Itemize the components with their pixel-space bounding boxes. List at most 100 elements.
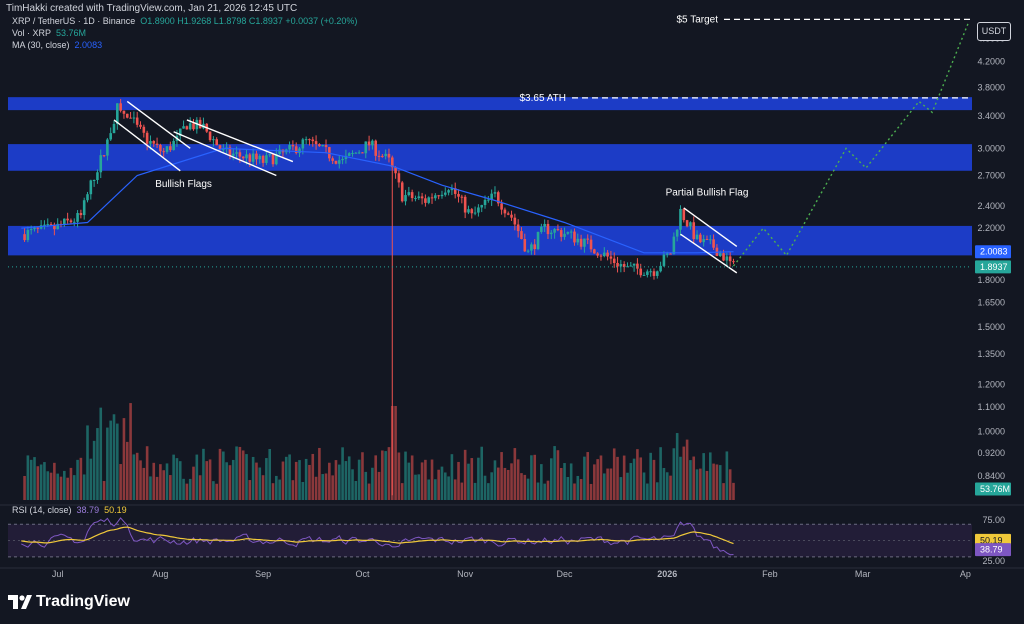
candle	[546, 220, 550, 239]
volume-bar	[205, 461, 209, 500]
candle-body	[410, 192, 414, 199]
volume-bar	[139, 460, 142, 500]
candle	[467, 205, 470, 215]
candle	[516, 219, 520, 238]
candle-body	[520, 231, 523, 240]
candle	[589, 235, 593, 253]
volume-bar	[434, 479, 437, 500]
volume-bar	[268, 449, 272, 500]
candle-body	[172, 141, 175, 151]
candle	[241, 156, 245, 161]
rsi-legend[interactable]: RSI (14, close) 38.79 50.19	[12, 505, 127, 515]
candle	[185, 125, 189, 130]
volume-bar	[728, 469, 732, 500]
candle-body	[404, 195, 407, 202]
candle	[361, 152, 364, 154]
candle	[692, 216, 696, 244]
candle	[626, 262, 629, 268]
brand-name: TradingView	[36, 593, 130, 610]
candle-body	[639, 268, 643, 276]
volume-bar	[520, 473, 523, 500]
candle-body	[695, 234, 699, 240]
candle-body	[712, 239, 715, 248]
rsi-tag-bg	[975, 543, 1011, 557]
candle	[63, 218, 66, 227]
candle	[520, 227, 523, 240]
volume-label: Vol · XRP	[12, 28, 52, 38]
volume-bar	[566, 476, 570, 500]
candle	[258, 154, 262, 164]
volume-bar	[483, 475, 487, 500]
candle-body	[434, 195, 437, 199]
candle	[394, 166, 397, 179]
symbol-legend[interactable]: XRP / TetherUS · 1D · Binance O1.8900 H1…	[12, 16, 357, 26]
candle	[460, 194, 464, 204]
candle-body	[122, 110, 126, 114]
volume-bar	[364, 471, 368, 500]
candle-body	[559, 230, 563, 237]
volume-bar	[321, 474, 325, 500]
ma-legend[interactable]: MA (30, close) 2.0083	[12, 40, 102, 50]
candle	[198, 117, 202, 129]
volume-legend[interactable]: Vol · XRP 53.76M	[12, 28, 86, 38]
volume-bar	[162, 470, 165, 500]
volume-bar	[725, 451, 729, 500]
candle	[132, 111, 136, 124]
candle-body	[208, 131, 212, 141]
x-axis-tick: Nov	[457, 569, 474, 579]
rsi-value: 38.79	[76, 505, 100, 515]
candle-body	[536, 232, 540, 250]
candle	[457, 189, 460, 203]
candle-body	[460, 196, 464, 198]
y-axis-tick: 3.0000	[977, 143, 1005, 153]
candle-body	[599, 255, 603, 257]
volume-bar	[437, 469, 440, 500]
volume-bar	[381, 450, 384, 500]
x-axis-tick: Oct	[355, 569, 370, 579]
volume-bar	[63, 470, 66, 500]
volume-bar	[669, 475, 672, 500]
candle-body	[589, 239, 593, 250]
candle-body	[79, 213, 83, 216]
candle-body	[394, 167, 397, 174]
volume-bar	[26, 455, 30, 500]
candle	[540, 223, 543, 234]
volume-bar	[463, 449, 467, 500]
candle-body	[351, 153, 354, 155]
candle-body	[437, 195, 440, 197]
candle	[102, 155, 106, 158]
candle	[96, 169, 99, 184]
volume-bar	[318, 447, 321, 500]
rsi-ma-tag-text: 50.19	[980, 535, 1003, 545]
candle	[583, 238, 586, 253]
candle	[291, 140, 295, 151]
candle-body	[513, 217, 517, 225]
candle-body	[63, 218, 66, 225]
candle-body	[612, 258, 616, 263]
volume-bar	[159, 464, 162, 500]
candle-body	[443, 192, 447, 195]
volume-bar	[394, 406, 397, 500]
candle	[268, 153, 272, 158]
candle	[593, 248, 596, 254]
currency-button[interactable]: USDT	[977, 22, 1011, 41]
candle-body	[420, 196, 424, 199]
candle-body	[328, 147, 331, 159]
volume-bar	[503, 467, 507, 500]
candle	[182, 120, 185, 129]
y-axis-tick: 2.4000	[977, 201, 1005, 211]
candle	[278, 145, 281, 156]
y-axis-tick: 0.9200	[977, 448, 1005, 458]
candle	[122, 110, 126, 119]
candle	[39, 220, 43, 230]
volume-bar	[135, 452, 139, 500]
candle-body	[563, 233, 566, 237]
candle	[318, 143, 321, 147]
volume-bar	[536, 482, 540, 500]
volume-bar	[589, 483, 593, 500]
y-axis-tick: 1.2000	[977, 379, 1005, 389]
volume-bar	[188, 478, 192, 500]
volume-bar	[129, 403, 132, 500]
candle-body	[463, 196, 467, 213]
